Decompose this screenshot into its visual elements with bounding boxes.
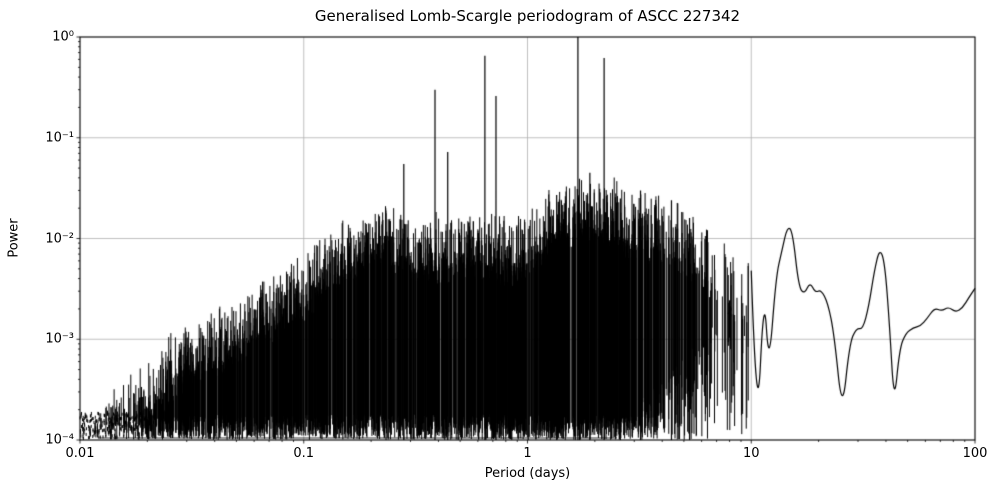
x-tick-label: 10 bbox=[742, 446, 760, 461]
y-tick-label: 10⁻² bbox=[45, 231, 74, 246]
x-tick-label: 0.01 bbox=[65, 446, 95, 461]
y-tick-label: 10⁻³ bbox=[45, 331, 74, 347]
x-tick-label: 1 bbox=[523, 446, 532, 461]
chart-title: Generalised Lomb-Scargle periodogram of … bbox=[314, 7, 741, 25]
x-tick-label: 0.1 bbox=[293, 446, 315, 461]
y-tick-label: 10⁻¹ bbox=[45, 130, 74, 146]
y-tick-label: 10⁰ bbox=[52, 29, 74, 45]
y-tick-label: 10⁻⁴ bbox=[45, 432, 74, 448]
x-axis-label: Period (days) bbox=[484, 466, 571, 481]
x-tick-label: 100 bbox=[962, 446, 988, 461]
